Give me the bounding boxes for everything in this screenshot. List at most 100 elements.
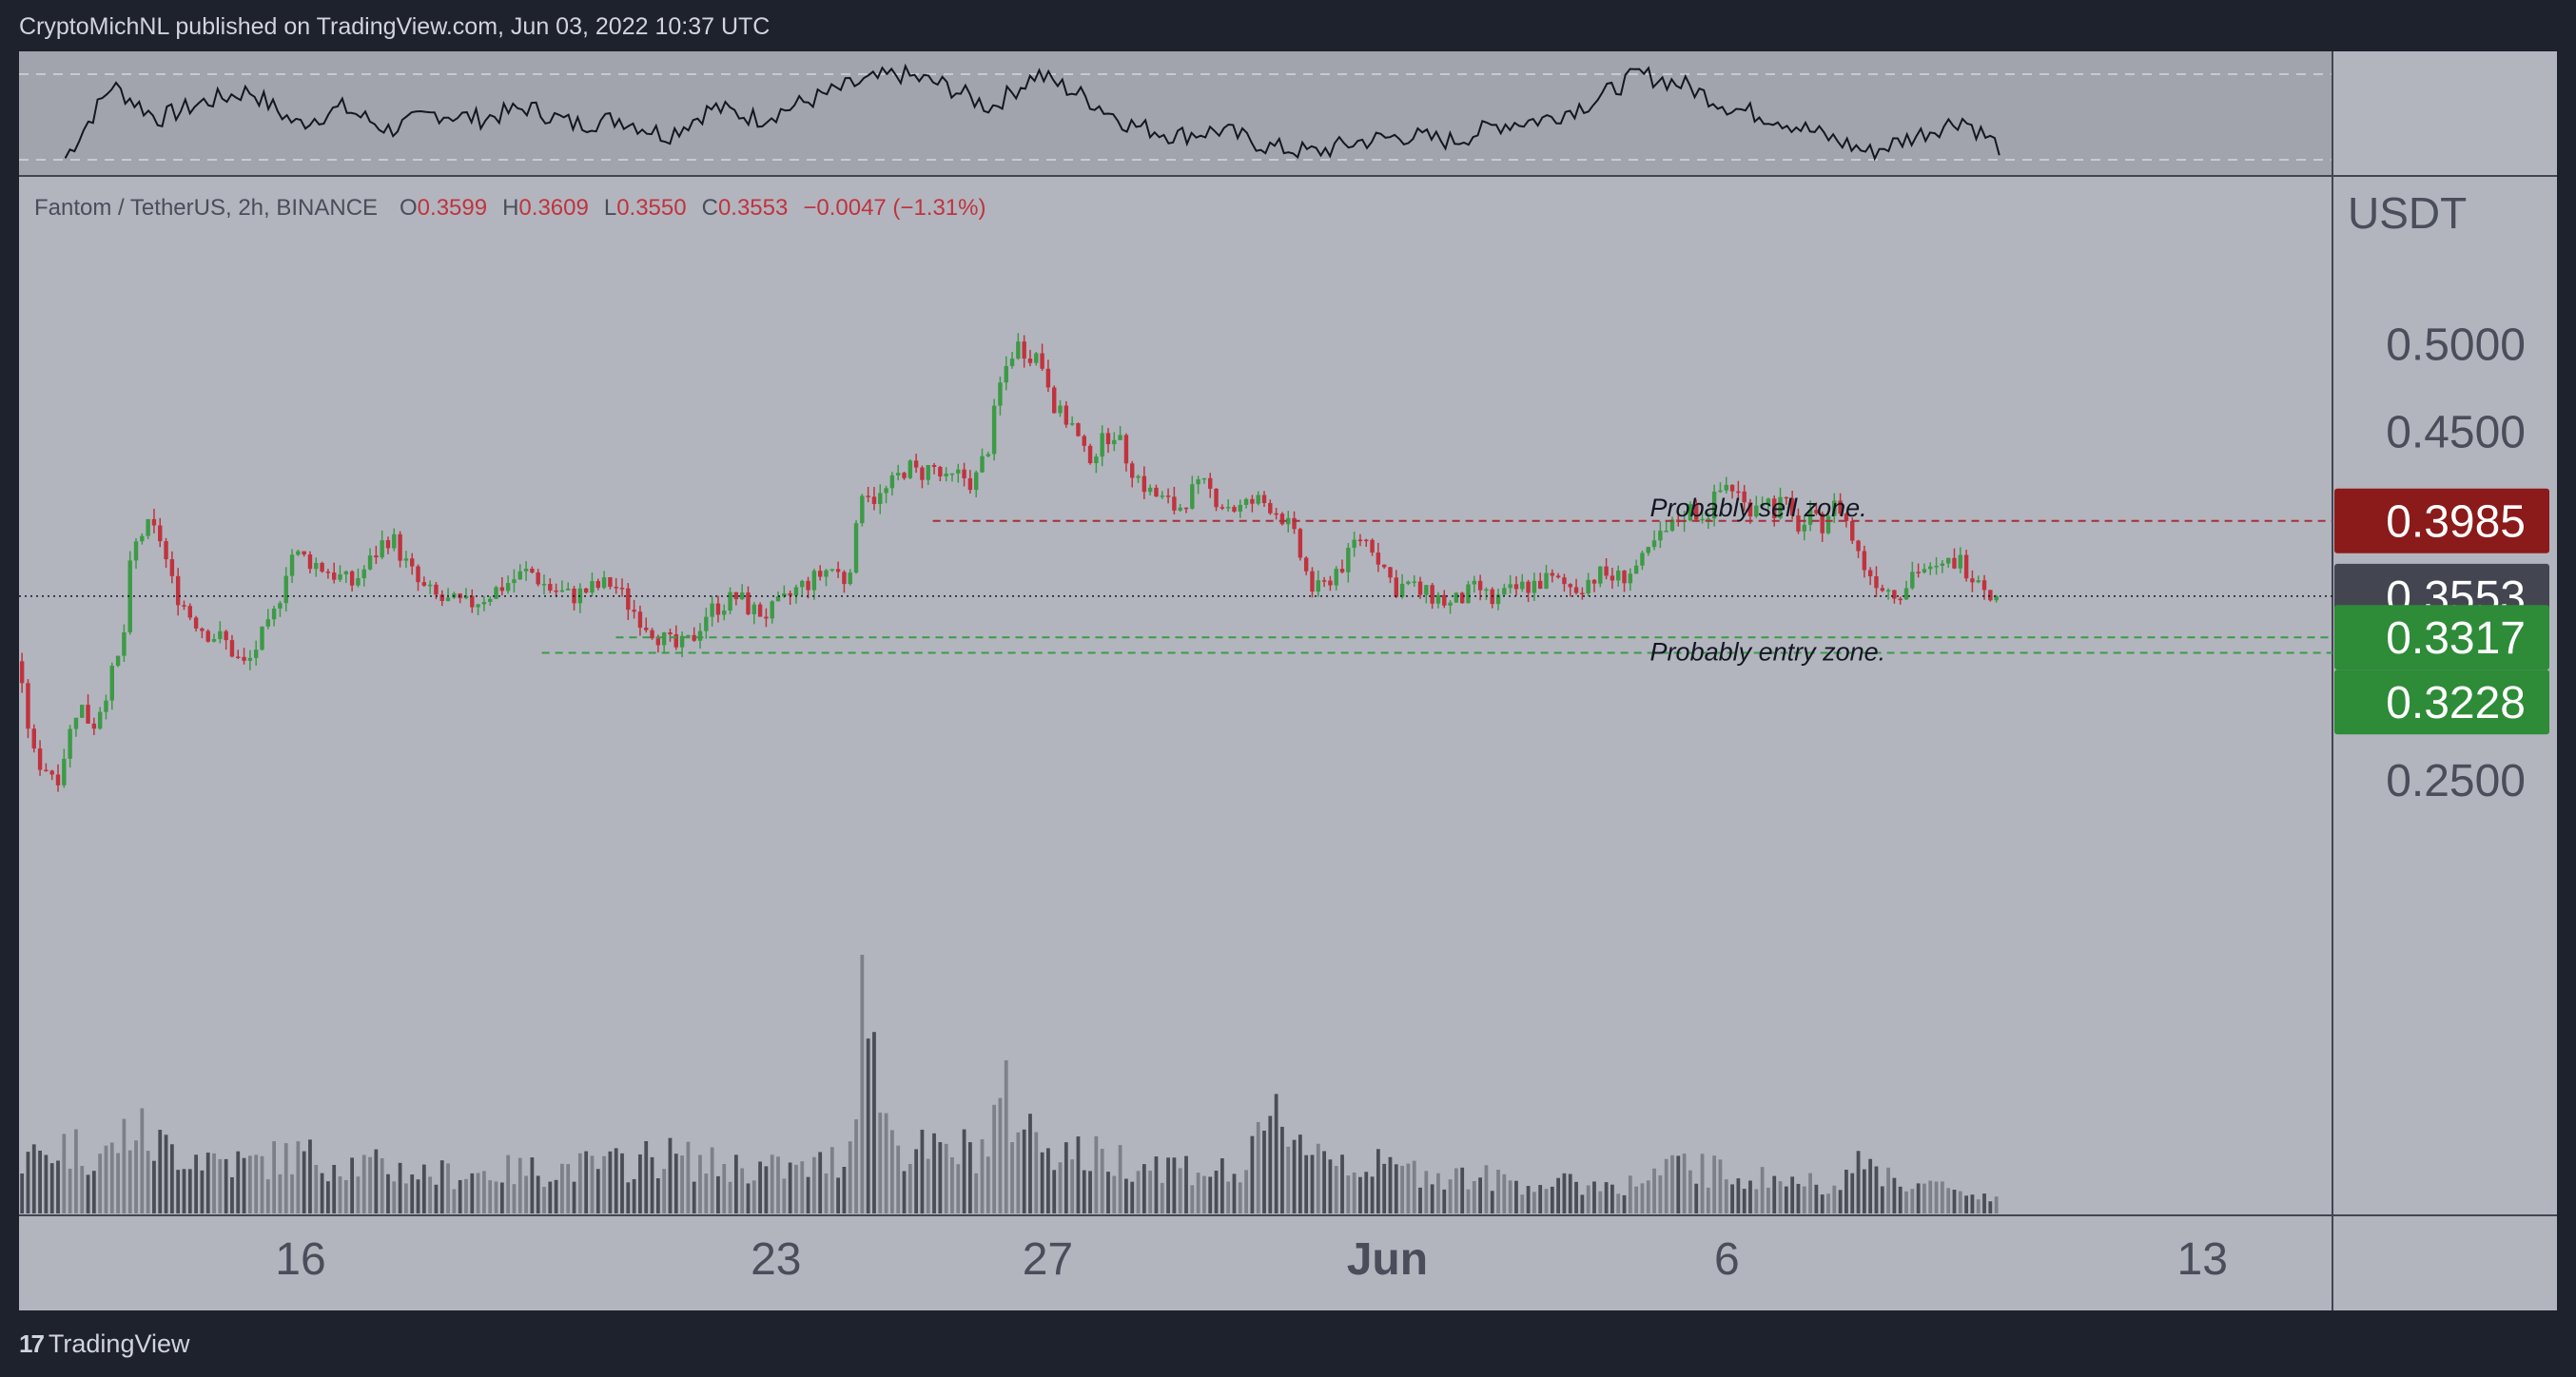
- volume-bar: [1682, 1154, 1687, 1213]
- volume-bar: [788, 1162, 792, 1213]
- candle-body: [1334, 569, 1338, 586]
- volume-bar: [733, 1154, 738, 1213]
- volume-bar: [1574, 1181, 1578, 1213]
- volume-bar: [1220, 1158, 1224, 1213]
- candle-body: [1502, 588, 1507, 595]
- candle-body: [1694, 504, 1699, 520]
- volume-bar: [590, 1155, 595, 1213]
- volume-bar: [889, 1130, 894, 1213]
- volume-bar: [1610, 1184, 1614, 1213]
- volume-bar: [404, 1183, 408, 1213]
- candle-body: [445, 597, 451, 602]
- volume-bar: [1454, 1168, 1458, 1213]
- volume-bar: [1010, 1142, 1014, 1213]
- volume-bar: [283, 1143, 288, 1213]
- candle-body: [926, 465, 930, 480]
- candle-body: [878, 493, 883, 504]
- volume-bar: [1214, 1170, 1219, 1213]
- volume-bar: [1472, 1181, 1476, 1213]
- volume-bar: [595, 1169, 600, 1213]
- candle-body: [49, 770, 54, 775]
- volume-bar: [325, 1181, 330, 1213]
- volume-bar: [811, 1156, 816, 1213]
- volume-bar: [1244, 1170, 1248, 1213]
- candle-body: [1381, 564, 1387, 568]
- volume-bar: [1406, 1163, 1411, 1213]
- candle-body: [1916, 572, 1921, 573]
- main-pane: [19, 176, 2332, 1215]
- candle-body: [1352, 539, 1356, 548]
- candle-body: [913, 460, 919, 468]
- candle-body: [884, 488, 888, 494]
- tradingview-logo[interactable]: 17 TradingView: [19, 1329, 190, 1359]
- volume-bar: [710, 1147, 714, 1213]
- candle-body: [536, 572, 540, 585]
- candle-body: [1573, 587, 1579, 593]
- volume-bar: [1556, 1177, 1561, 1213]
- x-tick-label: Jun: [1347, 1234, 1428, 1285]
- candle-body: [314, 562, 319, 570]
- candle-body: [242, 656, 246, 661]
- candle-body: [1178, 507, 1182, 511]
- volume-bar: [800, 1161, 805, 1213]
- volume-bar: [302, 1151, 306, 1213]
- volume-bar: [1022, 1129, 1026, 1213]
- volume-bar: [1076, 1136, 1081, 1213]
- volume-bar: [740, 1168, 745, 1213]
- candle-body: [1963, 554, 1969, 579]
- x-tick-label: 13: [2177, 1234, 2228, 1285]
- volume-bar: [1226, 1181, 1231, 1213]
- volume-bar: [746, 1183, 751, 1213]
- volume-bar: [764, 1166, 769, 1213]
- volume-bar: [530, 1157, 535, 1213]
- volume-bar: [914, 1149, 919, 1213]
- volume-bar: [350, 1157, 355, 1213]
- candle-body: [1466, 584, 1471, 604]
- volume-bar: [104, 1145, 108, 1213]
- volume-bar: [1670, 1154, 1674, 1213]
- candle-body: [655, 638, 661, 646]
- volume-bar: [1328, 1159, 1333, 1213]
- candle-body: [860, 495, 865, 524]
- candle-body: [715, 603, 721, 615]
- volume-bar: [1676, 1155, 1681, 1213]
- candle-body: [1922, 569, 1927, 572]
- volume-bar: [680, 1155, 684, 1213]
- volume-bar: [1430, 1184, 1434, 1213]
- volume-bar: [878, 1112, 883, 1213]
- candle-body: [590, 581, 595, 593]
- candle-body: [343, 571, 349, 574]
- volume-bar: [1400, 1165, 1404, 1213]
- volume-bar: [1082, 1170, 1086, 1213]
- candle-body: [710, 603, 714, 617]
- volume-bar: [127, 1150, 132, 1213]
- volume-bar: [1370, 1176, 1375, 1213]
- candle-body: [686, 634, 691, 637]
- candle-body: [1537, 580, 1543, 589]
- volume-bar: [1760, 1167, 1765, 1213]
- candle-body: [668, 632, 673, 634]
- candle-body: [811, 571, 817, 591]
- volume-bar: [1040, 1152, 1044, 1213]
- volume-bars: [20, 955, 1999, 1213]
- volume-bar: [1034, 1132, 1039, 1213]
- candle-body: [1658, 531, 1663, 541]
- volume-bar: [650, 1156, 654, 1213]
- candle-body: [182, 605, 186, 607]
- volume-bar: [1520, 1194, 1525, 1213]
- candle-body: [1370, 539, 1375, 553]
- volume-bar: [1208, 1176, 1213, 1213]
- candle-body: [1892, 590, 1897, 599]
- volume-bar: [290, 1173, 294, 1213]
- candle-body: [1568, 584, 1572, 588]
- volume-bar: [242, 1157, 246, 1213]
- candle-body: [608, 577, 613, 587]
- volume-bar: [499, 1182, 504, 1213]
- candle-body: [403, 558, 409, 561]
- candle-body: [1802, 524, 1806, 532]
- candle-body: [1526, 581, 1531, 593]
- volume-bar: [176, 1170, 181, 1213]
- candle-body: [1376, 553, 1381, 565]
- volume-bar: [1586, 1185, 1590, 1213]
- candle-body: [1142, 475, 1147, 493]
